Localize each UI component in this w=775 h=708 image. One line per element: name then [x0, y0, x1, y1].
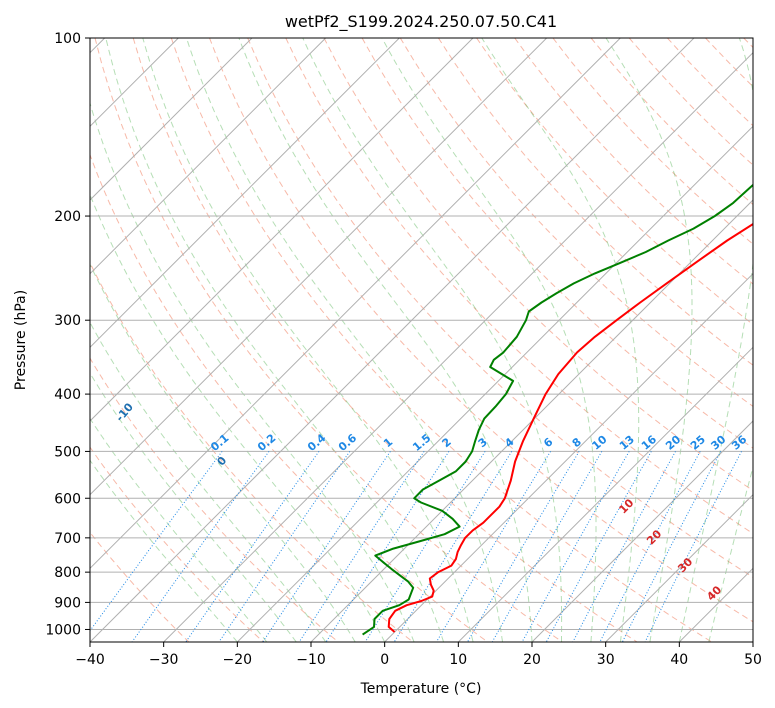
- isotherm: [90, 38, 253, 201]
- isotherm: [90, 38, 621, 570]
- moist-adiabat: [605, 38, 693, 642]
- moist-adiabat: [708, 465, 753, 642]
- mixing-ratio-line: [491, 451, 603, 642]
- isotherm: [90, 38, 327, 275]
- dry-adiabat: [323, 38, 753, 492]
- mixing-ratio-line: [262, 451, 391, 642]
- y-tick-label: 100: [54, 31, 81, 47]
- moist-adiabat: [238, 38, 533, 642]
- y-tick-label: 900: [54, 595, 81, 611]
- isotherm: [384, 272, 753, 642]
- moist-adiabat: [481, 38, 640, 642]
- isotherm: [310, 199, 753, 642]
- isotherm: [90, 38, 474, 422]
- isotherm: [605, 493, 753, 642]
- y-tick-label: 200: [54, 209, 81, 225]
- y-tick-label: 300: [54, 313, 81, 329]
- x-tick-label: 30: [597, 652, 615, 668]
- x-tick-label: −10: [296, 652, 326, 668]
- temperature-profile: [387, 222, 753, 633]
- moist-adiabat: [302, 38, 563, 642]
- mixing-ratio-line: [435, 451, 552, 642]
- moist-adiabat: [381, 38, 597, 642]
- moist-adiabat: [90, 263, 356, 642]
- moist-adiabat: [186, 38, 503, 642]
- isotherm: [90, 38, 548, 496]
- moist-adiabat: [678, 38, 753, 642]
- background-lines: [90, 38, 753, 642]
- mixing-ratio-line: [298, 451, 425, 642]
- moist-adiabat: [90, 459, 238, 642]
- moist-adiabat: [142, 38, 474, 642]
- x-tick-label: −30: [149, 652, 179, 668]
- y-tick-label: 800: [54, 565, 81, 581]
- x-tick-label: −40: [75, 652, 105, 668]
- dry-adiabat: [90, 446, 264, 642]
- y-tick-label: 600: [54, 491, 81, 507]
- mixing-ratio-line: [599, 451, 701, 642]
- dry-adiabat: [94, 38, 563, 642]
- isotherm: [457, 346, 753, 642]
- mixing-ratio-line: [521, 451, 630, 642]
- y-axis-label: Pressure (hPa): [13, 290, 29, 390]
- y-tick-label: 1000: [45, 623, 81, 639]
- profile-lines: [362, 183, 753, 636]
- y-tick-label: 400: [54, 387, 81, 403]
- x-axis-label: Temperature (°C): [360, 681, 482, 697]
- x-tick-label: 0: [380, 652, 389, 668]
- y-ticks: 100 200 300 400 500 600 700 800 900 1000: [45, 31, 90, 639]
- dry-adiabat: [437, 38, 753, 366]
- dewpoint-profile: [362, 183, 753, 636]
- chart-title: wetPf2_S199.2024.250.07.50.C41: [285, 12, 557, 32]
- moist-adiabat: [90, 321, 327, 642]
- mixing-ratio-line: [90, 451, 223, 632]
- x-tick-label: 40: [670, 652, 688, 668]
- isotherm: [163, 51, 753, 642]
- moist-adiabat: [90, 417, 268, 642]
- y-tick-label: 700: [54, 531, 81, 547]
- x-ticks: −40 −30 −20 −10 0 10 20 30 40 50: [75, 642, 762, 668]
- mixing-ratio-line: [185, 451, 320, 642]
- isotherm: [90, 38, 695, 642]
- mixing-ratio-line: [644, 451, 742, 642]
- isotherm: [531, 420, 753, 642]
- moist-adiabat: [90, 372, 297, 642]
- dry-adiabat: [132, 38, 638, 642]
- mixing-ratio-line: [131, 451, 270, 642]
- dry-adiabat: [247, 38, 753, 578]
- dry-adiabat: [170, 38, 712, 642]
- plot-frame: [89, 37, 754, 643]
- dry-adiabat: [209, 38, 753, 623]
- x-tick-label: 20: [523, 652, 541, 668]
- x-tick-label: −20: [223, 652, 253, 668]
- dry-adiabat: [90, 153, 488, 642]
- mixing-ratio-line: [325, 451, 450, 642]
- y-tick-label: 500: [54, 444, 81, 460]
- x-tick-label: 10: [449, 652, 467, 668]
- moist-adiabat: [105, 38, 445, 642]
- moist-adiabat: [90, 193, 386, 642]
- isotherm: [90, 38, 400, 349]
- x-tick-label: 50: [744, 652, 762, 668]
- dry-adiabat: [476, 38, 753, 326]
- mixing-ratio-line: [393, 451, 513, 642]
- mixing-ratio-line: [364, 451, 486, 642]
- mixing-ratio-lines: [90, 451, 742, 642]
- isotherm: [236, 125, 753, 642]
